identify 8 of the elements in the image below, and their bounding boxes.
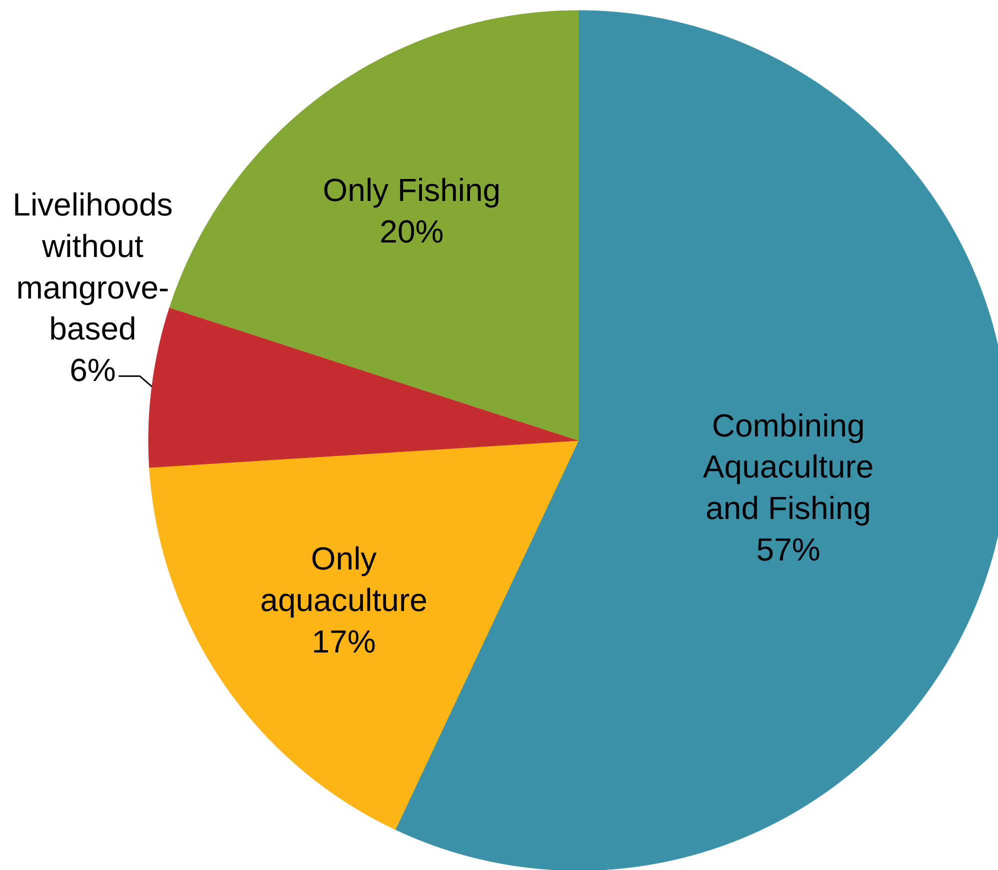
data-label: 57% (756, 532, 820, 568)
data-label: 20% (380, 214, 444, 250)
data-label: 6% (70, 352, 116, 388)
data-label: 17% (312, 623, 376, 660)
slice-label: Only aquaculture (260, 540, 428, 618)
slice-label: Livelihoods without mangrove-based (12, 186, 173, 347)
slice-label: Only Fishing (322, 172, 501, 208)
slice-label: Combining Aquaculture and Fishing (702, 407, 874, 526)
